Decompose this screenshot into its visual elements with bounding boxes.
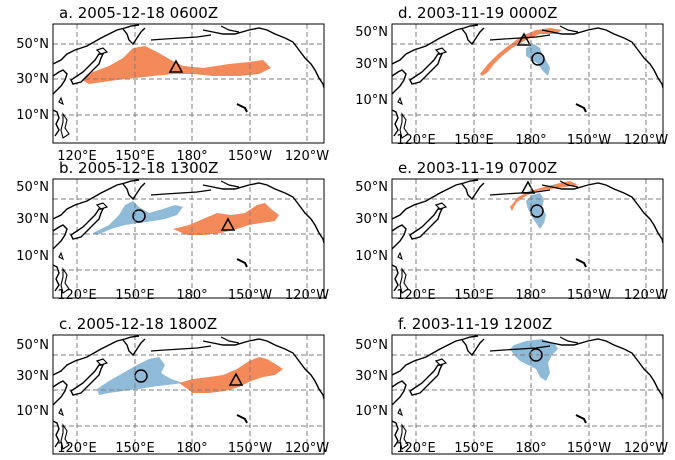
plume-orange — [510, 181, 578, 211]
lat-tick: 50°N — [355, 25, 388, 40]
lat-tick: 50°N — [16, 338, 49, 353]
lon-tick: 120°E — [396, 133, 436, 148]
triangle-marker — [168, 59, 184, 73]
lon-tick: 180° — [515, 441, 546, 456]
triangle-marker — [516, 32, 532, 46]
lon-tick: 180° — [176, 149, 207, 164]
lon-tick: 120°E — [57, 288, 97, 303]
plume-orange — [173, 203, 279, 235]
triangle-marker — [228, 372, 244, 386]
lat-tick: 30°N — [16, 72, 49, 87]
lon-tick: 150°E — [115, 441, 155, 456]
panel-b: b. 2005-12-18 1300Z 50°N 30°N 10°N 120°E… — [16, 159, 329, 303]
panel-title: f. 2003-11-19 1200Z — [398, 315, 552, 333]
lon-tick: 150°E — [454, 288, 494, 303]
lon-tick: 120°W — [624, 133, 668, 148]
lon-tick: 120°W — [285, 149, 329, 164]
lon-tick: 150°E — [454, 133, 494, 148]
panel-title: e. 2003-11-19 0700Z — [398, 159, 557, 177]
lat-tick: 10°N — [16, 404, 49, 419]
lat-tick: 10°N — [355, 93, 388, 108]
map-frame — [52, 178, 325, 299]
lat-tick: 50°N — [16, 37, 49, 52]
map-frame — [391, 23, 664, 144]
coastline — [52, 179, 325, 294]
lon-tick: 150°W — [567, 133, 611, 148]
lat-tick: 30°N — [355, 57, 388, 72]
panel-f: f. 2003-11-19 1200Z 50°N 30°N 10°N 120°E… — [355, 315, 668, 456]
lat-tick: 10°N — [16, 249, 49, 264]
plume-blue — [526, 44, 550, 76]
panel-c: c. 2005-12-18 1800Z 50°N 30°N 10°N 120°E… — [16, 315, 329, 456]
lat-tick: 10°N — [355, 249, 388, 264]
plume-blue — [97, 357, 183, 395]
lat-tick: 10°N — [16, 108, 49, 123]
lon-tick: 180° — [515, 133, 546, 148]
lon-tick: 120°W — [285, 288, 329, 303]
panel-title: c. 2005-12-18 1800Z — [59, 315, 217, 333]
lon-tick: 150°E — [454, 441, 494, 456]
panel-title: a. 2005-12-18 0600Z — [59, 4, 218, 22]
lat-tick: 50°N — [355, 338, 388, 353]
lon-tick: 120°W — [624, 441, 668, 456]
lat-tick: 30°N — [355, 212, 388, 227]
circle-marker — [531, 52, 545, 66]
panel-a: a. 2005-12-18 0600Z 50°N 30°N 10°N 120°E… — [16, 4, 329, 164]
lat-tick: 30°N — [16, 369, 49, 384]
lon-tick: 120°W — [624, 288, 668, 303]
panel-d: d. 2003-11-19 0000Z 50°N 30°N 10°N 120°E… — [355, 4, 668, 148]
lat-tick: 50°N — [16, 180, 49, 195]
lon-tick: 120°E — [396, 441, 436, 456]
map-frame — [52, 23, 325, 144]
lat-tick: 50°N — [355, 180, 388, 195]
lon-tick: 150°E — [115, 149, 155, 164]
lat-tick: 30°N — [355, 369, 388, 384]
lon-tick: 120°E — [57, 149, 97, 164]
lon-tick: 150°W — [228, 149, 272, 164]
lat-tick: 10°N — [355, 404, 388, 419]
panel-title: b. 2005-12-18 1300Z — [59, 159, 218, 177]
plume-orange — [179, 357, 283, 393]
lon-tick: 150°W — [567, 441, 611, 456]
lon-tick: 180° — [176, 441, 207, 456]
lon-tick: 120°E — [57, 441, 97, 456]
lon-tick: 150°W — [228, 441, 272, 456]
circle-marker — [132, 209, 146, 223]
triangle-marker — [220, 217, 236, 231]
lat-tick: 30°N — [16, 212, 49, 227]
coastline — [52, 335, 325, 450]
lon-tick: 150°W — [567, 288, 611, 303]
plume-blue — [526, 193, 546, 229]
lon-tick: 180° — [515, 288, 546, 303]
panel-e: e. 2003-11-19 0700Z 50°N 30°N 10°N 120°E… — [355, 159, 668, 303]
coastline — [391, 179, 664, 294]
map-frame — [391, 178, 664, 299]
lon-tick: 180° — [176, 288, 207, 303]
map-frame — [52, 334, 325, 455]
lon-tick: 120°E — [396, 288, 436, 303]
lon-tick: 150°W — [228, 288, 272, 303]
plume-blue — [93, 201, 183, 235]
lon-tick: 120°W — [285, 441, 329, 456]
lon-tick: 150°E — [115, 288, 155, 303]
plume-orange — [81, 46, 271, 84]
map-frame — [391, 334, 664, 455]
panel-title: d. 2003-11-19 0000Z — [398, 4, 557, 22]
